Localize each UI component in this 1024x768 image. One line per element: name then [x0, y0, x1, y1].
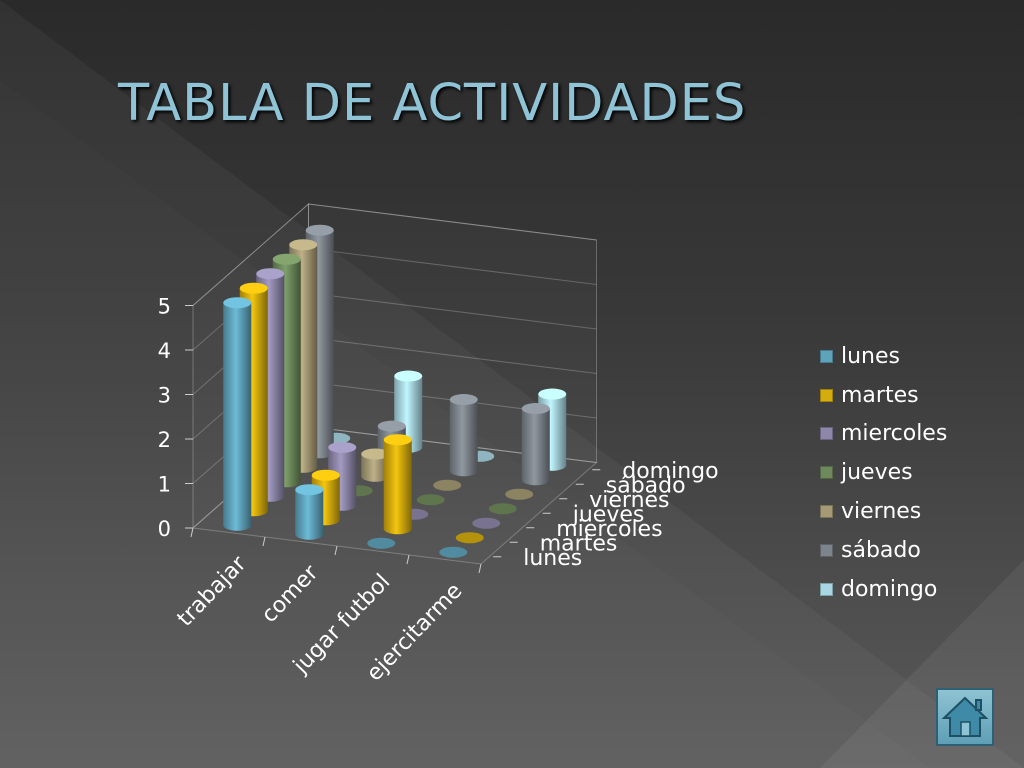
bar-top	[361, 448, 390, 460]
legend-swatch	[820, 349, 833, 363]
bar-top	[538, 388, 567, 400]
depth-axis-label: domingo	[622, 459, 718, 484]
bar-top	[295, 484, 324, 496]
home-button[interactable]	[936, 688, 994, 746]
bar-top	[289, 239, 318, 251]
bar-top	[305, 224, 334, 236]
bar-lunes-jugar futbol	[367, 537, 396, 549]
chart-legend: lunes martes miercoles jueves viernes sábado d…	[820, 337, 947, 609]
depth-axis-label: lunes	[523, 546, 582, 571]
slide-title: TABLA DE ACTIVIDADES	[118, 74, 747, 133]
legend-swatch	[820, 505, 833, 519]
bar-top	[256, 268, 285, 280]
bar-body	[361, 454, 390, 482]
legend-item: sábado	[820, 531, 947, 570]
y-tick-label: 1	[158, 473, 171, 497]
bar-top	[449, 394, 478, 406]
home-icon	[941, 696, 989, 737]
bar-lunes-comer	[295, 484, 324, 540]
bar-jueves-jugar futbol	[416, 494, 445, 506]
legend-swatch	[820, 543, 833, 557]
legend-item: domingo	[820, 570, 947, 609]
legend-label: sábado	[841, 537, 921, 563]
bar-base-disc	[416, 494, 445, 506]
bar-top	[377, 420, 406, 432]
chart-bars	[223, 224, 567, 558]
bar-top	[272, 253, 301, 265]
x-tick-mark	[478, 563, 482, 574]
y-tick-label: 5	[158, 295, 171, 319]
chart-axes	[185, 305, 601, 574]
bar-body	[223, 302, 252, 531]
bar-viernes-ejercitarme	[505, 488, 534, 500]
bar-viernes-jugar futbol	[433, 479, 462, 491]
depth-axis-label: martes	[540, 531, 618, 556]
bar-top	[239, 282, 268, 294]
bar-body	[521, 408, 550, 486]
depth-axis-label: miercoles	[556, 517, 662, 542]
bar-martes-ejercitarme	[455, 532, 484, 544]
bar-top	[311, 469, 340, 481]
y-tick-label: 2	[158, 428, 171, 452]
bar-base-disc	[488, 503, 517, 515]
legend-item: miercoles	[820, 415, 947, 454]
depth-axis-label: jueves	[572, 502, 645, 527]
gridline	[192, 203, 597, 306]
bar-viernes-comer	[361, 448, 390, 482]
depth-axis-label: viernes	[589, 488, 669, 513]
bar-lunes-ejercitarme	[439, 546, 468, 558]
bar-sábado-ejercitarme	[521, 403, 550, 486]
x-tick-mark	[190, 527, 194, 538]
legend-label: domingo	[841, 576, 938, 602]
legend-item: martes	[820, 376, 947, 415]
legend-label: miercoles	[841, 421, 948, 447]
x-category-label: trabajar	[173, 551, 252, 632]
bar-top	[383, 434, 412, 446]
legend-label: martes	[841, 382, 919, 408]
y-tick-label: 0	[158, 517, 171, 541]
x-tick-mark	[334, 545, 338, 556]
legend-swatch	[820, 427, 833, 441]
legend-item: lunes	[820, 337, 947, 376]
legend-label: lunes	[841, 343, 900, 369]
bar-body	[449, 399, 478, 477]
bar-jueves-ejercitarme	[488, 503, 517, 515]
x-tick-mark	[406, 554, 410, 565]
bar-lunes-trabajar	[223, 297, 252, 531]
bar-top	[328, 441, 357, 453]
bar-body	[383, 439, 412, 535]
bar-sábado-jugar futbol	[449, 394, 478, 477]
legend-swatch	[820, 466, 833, 480]
legend-label: viernes	[841, 499, 922, 525]
bar-body	[295, 489, 324, 540]
legend-swatch	[820, 388, 833, 402]
x-tick-mark	[262, 536, 266, 547]
bar-base-disc	[439, 546, 468, 558]
bar-base-disc	[433, 479, 462, 491]
bar-base-disc	[367, 537, 396, 549]
legend-swatch	[820, 582, 833, 596]
bar-top	[223, 297, 252, 309]
bar-miercoles-ejercitarme	[472, 517, 501, 529]
legend-label: jueves	[841, 460, 913, 486]
legend-item: viernes	[820, 492, 947, 531]
bar-base-disc	[472, 517, 501, 529]
legend-item: jueves	[820, 453, 947, 492]
x-category-label: comer	[257, 560, 324, 628]
depth-axis-label: sábado	[606, 473, 686, 498]
bar-top	[394, 370, 423, 382]
bar-base-disc	[455, 532, 484, 544]
y-tick-label: 3	[158, 384, 171, 408]
y-tick-label: 4	[158, 339, 171, 363]
bar-base-disc	[505, 488, 534, 500]
bar-top	[521, 403, 550, 415]
bar-martes-jugar futbol	[383, 434, 412, 535]
